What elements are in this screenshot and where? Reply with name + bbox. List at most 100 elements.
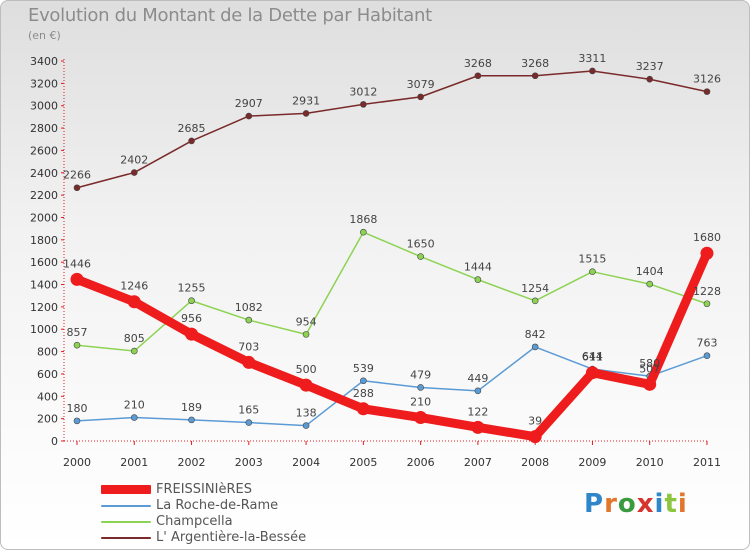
- legend-item-freissinieres: FREISSINIèRES: [101, 482, 361, 499]
- data-label-freissinieres: 1446: [63, 257, 91, 270]
- data-label-la-roche-de-rame: 580: [639, 357, 660, 370]
- data-label-freissinieres: 122: [467, 405, 488, 418]
- data-label-argentiere-la-bessee: 2685: [178, 122, 206, 135]
- data-label-champcella: 1082: [235, 301, 263, 314]
- data-label-argentiere-la-bessee: 2907: [235, 97, 263, 110]
- data-point-freissinieres: [528, 430, 542, 444]
- data-point-champcella: [73, 341, 81, 349]
- data-point-argentiere-la-bessee: [245, 112, 253, 120]
- series-line-freissinieres: [72, 248, 712, 442]
- data-label-la-roche-de-rame: 763: [696, 337, 717, 350]
- x-tick-label: 2000: [63, 456, 91, 469]
- data-label-la-roche-de-rame: 138: [296, 407, 317, 420]
- data-point-freissinieres: [585, 366, 599, 380]
- y-tick-label: 600: [37, 368, 58, 381]
- legend-swatch-la-roche-de-rame: [101, 505, 151, 507]
- y-tick-label: 200: [37, 413, 58, 426]
- data-point-freissinieres: [700, 246, 714, 260]
- data-label-champcella: 1868: [349, 213, 377, 226]
- legend-label-argentiere-la-bessee: L' Argentière-la-Bessée: [156, 530, 307, 545]
- data-point-freissinieres: [471, 420, 485, 434]
- chart-subtitle: (en €): [28, 29, 61, 42]
- legend: FREISSINIèRES La Roche-de-Rame Champcell…: [101, 482, 361, 547]
- legend-item-la-roche-de-rame: La Roche-de-Rame: [101, 498, 361, 515]
- legend-swatch-freissinieres: [101, 485, 151, 494]
- x-tick-label: 2001: [120, 456, 148, 469]
- data-label-freissinieres: 956: [181, 312, 202, 325]
- data-point-freissinieres: [242, 355, 256, 369]
- x-tick-label: 2007: [464, 456, 492, 469]
- x-tick-label: 2004: [292, 456, 320, 469]
- data-point-argentiere-la-bessee: [589, 67, 596, 75]
- legend-item-champcella: Champcella: [101, 514, 361, 531]
- legend-swatch-argentiere-la-bessee: [101, 537, 151, 539]
- data-point-la-roche-de-rame: [302, 422, 310, 429]
- data-point-champcella: [302, 331, 310, 338]
- data-point-champcella: [417, 253, 424, 260]
- y-tick-label: 1000: [30, 323, 58, 336]
- data-label-freissinieres: 210: [410, 396, 431, 409]
- data-point-freissinieres: [127, 295, 141, 309]
- logo-letter: t: [664, 489, 678, 519]
- y-tick-label: 3200: [30, 77, 58, 90]
- data-label-freissinieres: 703: [238, 340, 259, 353]
- data-point-argentiere-la-bessee: [73, 184, 81, 192]
- y-tick-label: 3400: [30, 55, 58, 68]
- data-point-la-roche-de-rame: [188, 416, 195, 424]
- data-label-la-roche-de-rame: 644: [582, 350, 603, 363]
- data-point-la-roche-de-rame: [73, 417, 81, 425]
- logo-letter: P: [584, 489, 605, 519]
- y-tick-label: 1400: [30, 279, 58, 292]
- x-tick-label: 2011: [693, 456, 721, 469]
- y-tick-label: 800: [37, 346, 58, 359]
- logo-letter: o: [617, 489, 637, 519]
- data-point-argentiere-la-bessee: [703, 88, 711, 95]
- data-label-la-roche-de-rame: 842: [525, 328, 546, 341]
- y-tick-label: 0: [51, 435, 58, 448]
- logo-letter: i: [677, 489, 688, 519]
- data-point-freissinieres: [299, 378, 313, 392]
- proxiti-logo: Proxiti: [584, 489, 688, 519]
- data-point-la-roche-de-rame: [531, 343, 539, 351]
- data-point-champcella: [188, 297, 195, 305]
- x-tick-label: 2002: [178, 456, 206, 469]
- data-label-argentiere-la-bessee: 3311: [578, 52, 606, 65]
- data-point-champcella: [589, 268, 596, 275]
- x-tick-label: 2005: [349, 456, 377, 469]
- y-tick-label: 3000: [30, 100, 58, 113]
- legend-swatch-champcella: [101, 521, 151, 523]
- legend-label-freissinieres: FREISSINIèRES: [156, 482, 252, 497]
- data-label-la-roche-de-rame: 180: [67, 402, 88, 415]
- data-label-champcella: 1255: [178, 282, 206, 295]
- data-label-la-roche-de-rame: 449: [467, 372, 488, 385]
- data-point-champcella: [130, 347, 138, 355]
- data-label-la-roche-de-rame: 479: [410, 368, 431, 381]
- data-label-argentiere-la-bessee: 3268: [464, 57, 492, 70]
- data-label-la-roche-de-rame: 210: [124, 399, 145, 412]
- data-point-freissinieres: [643, 377, 657, 391]
- legend-item-argentiere-la-bessee: L' Argentière-la-Bessée: [101, 530, 361, 547]
- data-label-argentiere-la-bessee: 3237: [636, 60, 664, 73]
- data-label-freissinieres: 611: [582, 351, 603, 364]
- x-tick-label: 2009: [578, 456, 606, 469]
- data-label-la-roche-de-rame: 539: [353, 362, 374, 375]
- data-label-champcella: 1404: [636, 265, 664, 278]
- legend-label-champcella: Champcella: [156, 514, 233, 529]
- data-label-la-roche-de-rame: 165: [238, 404, 259, 417]
- data-point-argentiere-la-bessee: [302, 110, 310, 117]
- data-point-la-roche-de-rame: [130, 414, 138, 421]
- y-tick-label: 2800: [30, 122, 58, 135]
- data-label-champcella: 1228: [693, 285, 721, 298]
- data-label-argentiere-la-bessee: 2402: [120, 154, 148, 167]
- data-label-argentiere-la-bessee: 3079: [407, 78, 435, 91]
- data-label-champcella: 954: [296, 315, 317, 328]
- data-label-la-roche-de-rame: 189: [181, 401, 202, 414]
- data-label-freissinieres: 500: [296, 363, 317, 376]
- logo-letter: r: [604, 489, 618, 519]
- data-label-freissinieres: 39: [528, 415, 542, 428]
- data-point-freissinieres: [356, 402, 370, 416]
- chart-title: Evolution du Montant de la Dette par Hab…: [28, 5, 432, 26]
- data-point-argentiere-la-bessee: [360, 101, 367, 108]
- y-tick-label: 2600: [30, 144, 58, 157]
